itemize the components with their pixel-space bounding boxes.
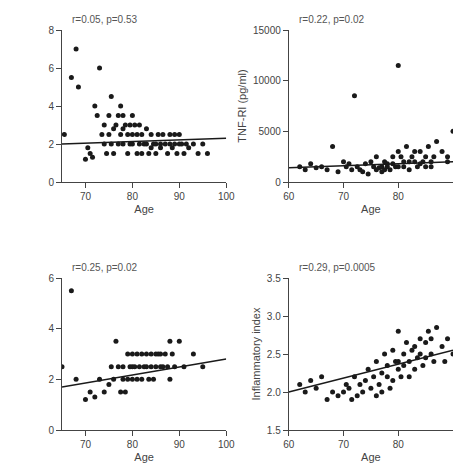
svg-text:90: 90 — [174, 439, 186, 450]
svg-text:80: 80 — [127, 439, 139, 450]
svg-text:60: 60 — [283, 439, 295, 450]
svg-text:80: 80 — [393, 439, 405, 450]
svg-text:r=0.29, p=0.0005: r=0.29, p=0.0005 — [299, 262, 376, 273]
svg-text:Inflammatory index: Inflammatory index — [250, 307, 262, 400]
svg-text:3.0: 3.0 — [267, 311, 281, 322]
svg-text:8: 8 — [48, 25, 54, 36]
svg-text:r=0.05, p=0.53: r=0.05, p=0.53 — [72, 14, 137, 25]
svg-text:6: 6 — [48, 63, 54, 74]
svg-text:80: 80 — [127, 191, 139, 202]
svg-text:Age: Age — [361, 203, 381, 215]
svg-text:6: 6 — [48, 273, 54, 284]
svg-text:70: 70 — [80, 191, 92, 202]
svg-text:4: 4 — [48, 101, 54, 112]
svg-text:r=0.25, p=0.02: r=0.25, p=0.02 — [72, 262, 137, 273]
svg-text:2.0: 2.0 — [267, 387, 281, 398]
svg-text:0: 0 — [48, 425, 54, 436]
svg-text:Age: Age — [361, 451, 381, 463]
svg-text:0: 0 — [275, 177, 281, 188]
svg-text:80: 80 — [393, 191, 405, 202]
svg-text:r=0.22, p=0.02: r=0.22, p=0.02 — [299, 14, 364, 25]
svg-text:TNF-RI (pg/ml): TNF-RI (pg/ml) — [236, 69, 248, 142]
svg-text:15000: 15000 — [253, 25, 281, 36]
svg-text:2: 2 — [48, 374, 54, 385]
svg-text:3.5: 3.5 — [267, 273, 281, 284]
svg-text:Age: Age — [134, 203, 154, 215]
svg-text:70: 70 — [338, 439, 350, 450]
svg-text:60: 60 — [283, 191, 295, 202]
svg-text:90: 90 — [174, 191, 186, 202]
svg-text:10000: 10000 — [253, 75, 281, 86]
svg-text:70: 70 — [80, 439, 92, 450]
svg-text:100: 100 — [218, 191, 235, 202]
svg-text:70: 70 — [338, 191, 350, 202]
svg-text:Age: Age — [134, 451, 154, 463]
svg-text:5000: 5000 — [259, 126, 282, 137]
svg-text:0: 0 — [48, 177, 54, 188]
svg-text:4: 4 — [48, 323, 54, 334]
svg-text:100: 100 — [218, 439, 235, 450]
svg-text:2.5: 2.5 — [267, 349, 281, 360]
svg-text:2: 2 — [48, 139, 54, 150]
svg-text:1.5: 1.5 — [267, 425, 281, 436]
